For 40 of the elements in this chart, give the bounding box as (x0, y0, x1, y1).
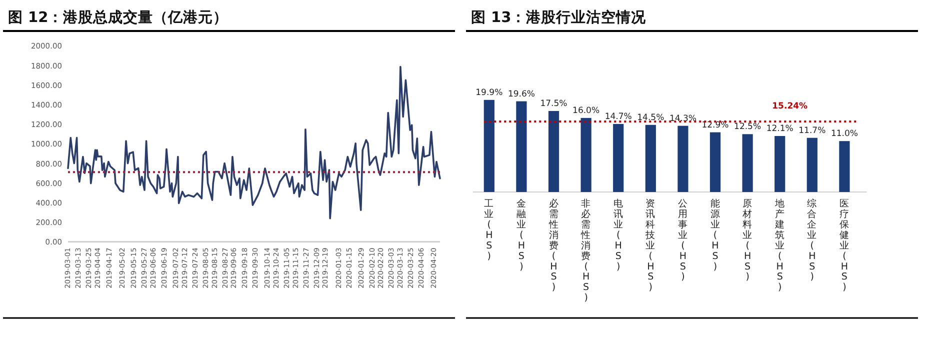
data-label: 12.9% (702, 120, 729, 130)
x-tick-label: 公用事业(HS) (678, 198, 688, 283)
data-label: 14.7% (604, 112, 632, 122)
bar (645, 124, 656, 192)
bar (580, 118, 592, 192)
ref-line-label: 15.24% (772, 101, 808, 112)
data-label: 14.5% (637, 112, 664, 123)
bar (678, 126, 688, 192)
bar (484, 100, 494, 192)
bar (710, 132, 721, 192)
bar (516, 101, 527, 192)
data-label: 19.9% (476, 88, 503, 98)
data-label: 17.5% (540, 99, 568, 110)
bar (839, 141, 850, 192)
x-tick-label: 电讯业(HS) (613, 198, 624, 272)
data-label: 12.1% (766, 124, 794, 134)
category-label: 非必需性消费(HS) (581, 198, 592, 304)
data-label: 11.7% (798, 126, 826, 136)
category-label: 地产建筑业(HS) (774, 198, 785, 294)
data-label: 11.0% (830, 129, 858, 140)
bar (806, 138, 818, 192)
category-label: 资讯科技业(HS) (646, 198, 656, 294)
data-label: 12.5% (734, 122, 762, 132)
bar (742, 134, 753, 192)
chart-title: 图 12：港股总成交量（亿港元） (8, 8, 228, 26)
x-tick-label: 综合企业(HS) (807, 198, 818, 283)
data-label: 16.0% (572, 106, 600, 116)
category-label: 医疗保健业(HS) (839, 198, 850, 294)
line-series (67, 66, 441, 220)
category-label: 必需性消费(HS) (548, 198, 559, 294)
bar (774, 136, 786, 192)
x-tick-label: 工业(HS) (484, 198, 494, 262)
x-tick-label: 能源业(HS) (710, 198, 720, 272)
data-label: 19.6% (508, 89, 535, 100)
bar (548, 111, 560, 192)
chart-title: 图 13：港股行业沽空情况 (471, 8, 648, 26)
x-tick-label: 原材料业(HS) (742, 198, 753, 283)
bar (613, 124, 624, 192)
data-label: 14.3% (669, 114, 696, 124)
x-tick-label: 金融业(HS) (516, 198, 526, 272)
